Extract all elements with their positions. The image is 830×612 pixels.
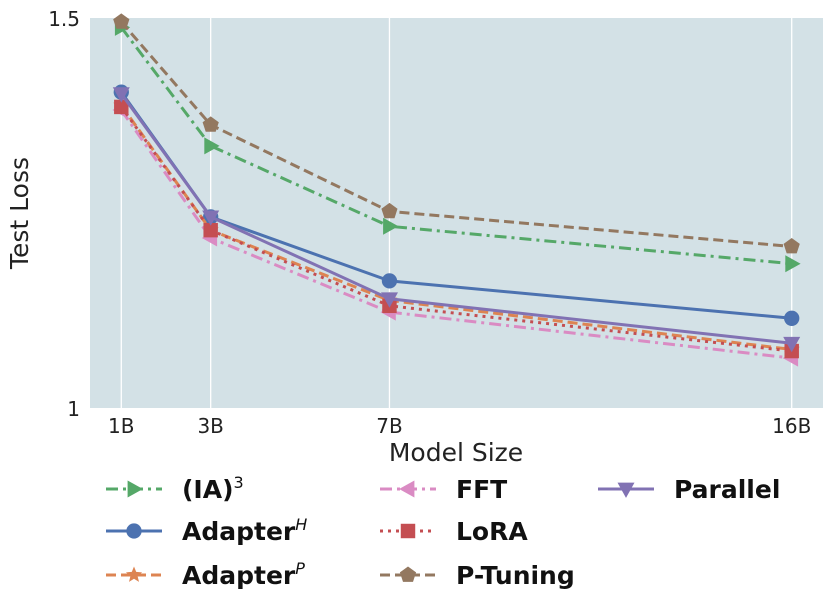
point-parallel-7B — [381, 292, 398, 308]
series-line-parallel — [120, 92, 792, 345]
y-axis-label: Test Loss — [5, 157, 34, 270]
series-line-lora — [120, 106, 792, 353]
x-tick-label: 1B — [108, 414, 134, 438]
legend-label-lora: LoRA — [456, 517, 528, 546]
legend-item-parallel: Parallel — [598, 475, 780, 504]
point-ia3-16B — [785, 255, 801, 273]
legend-item-adapterp: AdapterP — [106, 559, 305, 590]
legend-marker-ptuning — [399, 566, 417, 582]
legend-label-ia3: (IA)3 — [182, 473, 244, 504]
point-lora-3B — [203, 222, 218, 238]
legend-label-adapterh: AdapterH — [182, 515, 307, 546]
x-tick-label: 16B — [772, 414, 811, 438]
legend-label-adapterp: AdapterP — [182, 559, 305, 590]
legend-item-fft: FFT — [380, 475, 507, 504]
point-ia3-7B — [383, 217, 399, 235]
legend-label-ptuning: P-Tuning — [456, 561, 575, 590]
legend-marker-fft — [399, 480, 415, 498]
y-tick-labels: 11.5 — [48, 7, 80, 421]
legend-label-parallel: Parallel — [674, 475, 780, 504]
legend-marker-parallel — [617, 482, 635, 498]
x-axis-label: Model Size — [389, 438, 523, 467]
x-tick-labels: 1B 3B 7B 16B — [108, 414, 811, 438]
legend-label-fft: FFT — [456, 475, 507, 504]
y-tick-label: 1 — [67, 397, 80, 421]
legend-marker-lora — [400, 523, 416, 539]
point-ia3-3B — [204, 137, 220, 155]
legend-item-ptuning: P-Tuning — [380, 561, 575, 590]
point-ptuning-16B — [783, 238, 800, 254]
series-lines — [112, 13, 801, 367]
point-parallel-1B — [112, 87, 130, 103]
legend: (IA)3 AdapterH AdapterP FFT LoRA P-Tuning Para… — [106, 473, 780, 590]
x-tick-label: 3B — [197, 414, 223, 438]
series-line-fft — [120, 109, 792, 360]
point-parallel-3B — [202, 210, 220, 226]
y-tick-label: 1.5 — [48, 7, 80, 31]
legend-marker-ia3 — [127, 480, 143, 498]
legend-item-ia3: (IA)3 — [106, 473, 244, 504]
legend-item-adapterh: AdapterH — [106, 515, 307, 546]
point-ptuning-1B — [113, 13, 130, 29]
series-line-adapterp — [120, 104, 792, 351]
legend-marker-adapterp — [125, 566, 143, 582]
legend-item-lora: LoRA — [380, 517, 528, 546]
series-line-ptuning — [120, 20, 792, 248]
point-ptuning-3B — [202, 116, 219, 132]
point-ptuning-7B — [381, 202, 398, 219]
point-parallel-16B — [783, 336, 801, 353]
x-tick-label: 7B — [376, 414, 402, 438]
point-lora-1B — [114, 99, 129, 115]
point-adapterh-7B — [381, 273, 398, 289]
point-adapterh-16B — [784, 310, 800, 326]
legend-marker-adapterh — [126, 523, 142, 539]
